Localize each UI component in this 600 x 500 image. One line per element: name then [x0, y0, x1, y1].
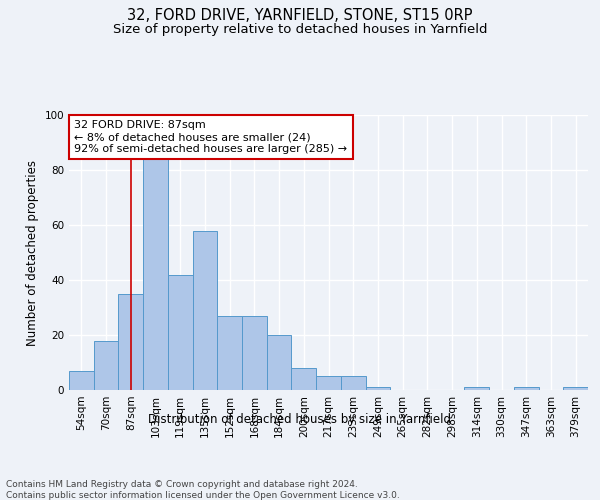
Bar — [563, 387, 588, 390]
Text: 32, FORD DRIVE, YARNFIELD, STONE, ST15 0RP: 32, FORD DRIVE, YARNFIELD, STONE, ST15 0… — [127, 8, 473, 22]
Y-axis label: Number of detached properties: Number of detached properties — [26, 160, 39, 346]
Bar — [514, 387, 539, 390]
Bar — [118, 294, 143, 390]
Bar — [267, 335, 292, 390]
Text: Size of property relative to detached houses in Yarnfield: Size of property relative to detached ho… — [113, 22, 487, 36]
Bar — [464, 387, 489, 390]
Bar — [365, 387, 390, 390]
Text: Distribution of detached houses by size in Yarnfield: Distribution of detached houses by size … — [149, 412, 452, 426]
Bar — [242, 316, 267, 390]
Bar — [69, 371, 94, 390]
Bar — [316, 376, 341, 390]
Bar — [143, 159, 168, 390]
Bar — [217, 316, 242, 390]
Bar — [292, 368, 316, 390]
Bar — [168, 274, 193, 390]
Bar — [341, 376, 365, 390]
Bar — [94, 340, 118, 390]
Text: Contains HM Land Registry data © Crown copyright and database right 2024.
Contai: Contains HM Land Registry data © Crown c… — [6, 480, 400, 500]
Text: 32 FORD DRIVE: 87sqm
← 8% of detached houses are smaller (24)
92% of semi-detach: 32 FORD DRIVE: 87sqm ← 8% of detached ho… — [74, 120, 347, 154]
Bar — [193, 230, 217, 390]
